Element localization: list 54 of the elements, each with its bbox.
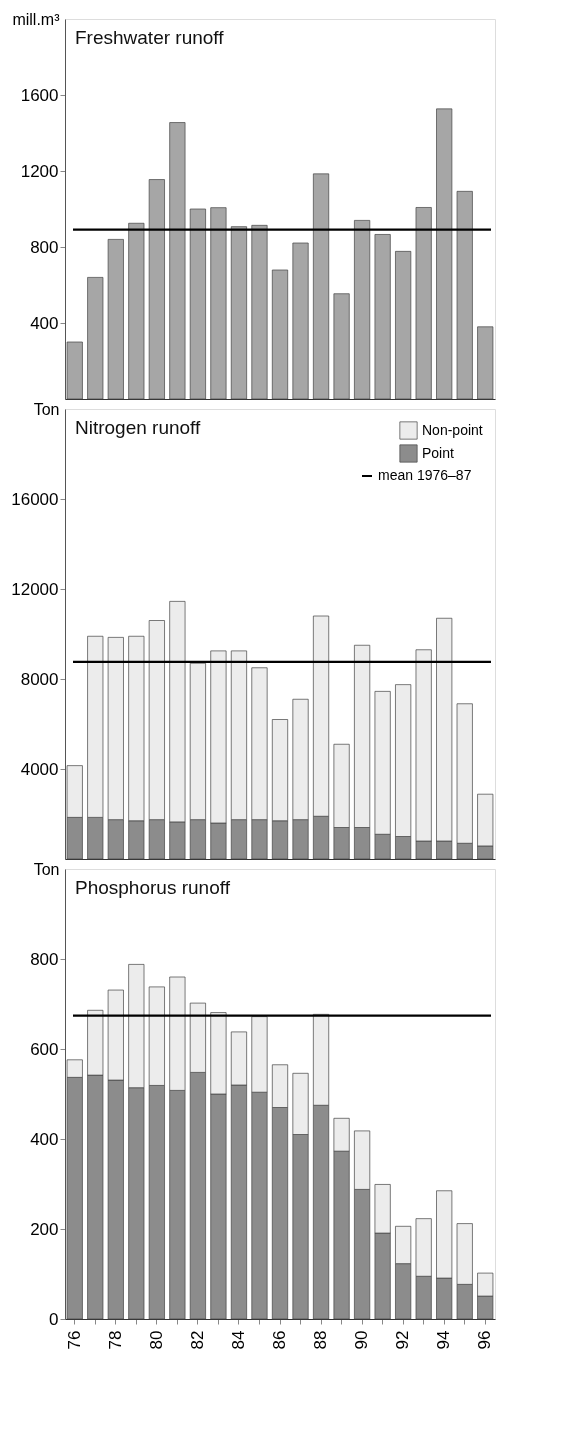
y-tick-label: 4000 — [20, 759, 59, 779]
bar — [333, 293, 350, 400]
bar — [374, 234, 391, 400]
x-tick-label: 80 — [146, 1330, 166, 1350]
legend-label: Point — [422, 444, 455, 461]
y-tick-label: 8000 — [20, 669, 59, 689]
x-tick-label: 90 — [352, 1330, 372, 1350]
bar — [210, 207, 227, 400]
bar — [271, 269, 289, 400]
x-tick-label: 86 — [270, 1330, 289, 1350]
x-tick-label: 94 — [434, 1330, 454, 1350]
bar — [292, 242, 309, 400]
y-tick-label: 12000 — [11, 579, 59, 599]
y-tick-label: 800 — [30, 949, 59, 969]
bar — [148, 179, 165, 400]
x-tick-label: 78 — [105, 1330, 125, 1350]
bar — [436, 108, 453, 400]
y-axis-title: Ton — [33, 400, 60, 418]
bar — [251, 224, 268, 400]
y-tick-label: 200 — [30, 1219, 59, 1239]
chart-title: Nitrogen runoff — [75, 417, 202, 438]
y-tick-label: 0 — [49, 1309, 59, 1329]
bar — [128, 222, 145, 400]
x-tick-label: 76 — [64, 1330, 84, 1350]
x-tick-label: 96 — [475, 1330, 495, 1350]
bar — [395, 251, 412, 400]
bar — [189, 208, 206, 400]
y-tick-label: 1200 — [20, 161, 59, 181]
y-tick-label: 400 — [30, 1129, 59, 1149]
bar — [415, 207, 432, 400]
y-axis-title: Ton — [33, 860, 60, 878]
bar — [354, 220, 371, 400]
legend-label: Non-point — [422, 421, 483, 438]
y-tick-label: 16000 — [11, 489, 59, 509]
y-tick-label: 800 — [30, 237, 59, 257]
y-tick-label: 1600 — [20, 85, 59, 105]
legend-label: mean 1976–87 — [378, 467, 472, 483]
chart-title: Phosphorus runoff — [75, 877, 231, 898]
y-tick-label: 600 — [30, 1039, 59, 1059]
bar — [169, 122, 186, 400]
x-tick-label: 92 — [393, 1330, 413, 1350]
y-tick-label: 400 — [30, 313, 59, 333]
bar — [87, 277, 104, 400]
bar — [107, 239, 124, 400]
bar — [230, 226, 247, 400]
bar — [456, 190, 473, 400]
x-tick-label: 82 — [187, 1330, 207, 1350]
y-axis-title: mill.m³ — [12, 10, 61, 28]
bar — [313, 173, 330, 400]
bar — [66, 341, 83, 400]
bar — [477, 326, 494, 400]
chart-title: Freshwater runoff — [75, 27, 225, 48]
x-tick-label: 88 — [311, 1330, 331, 1350]
x-tick-label: 84 — [228, 1330, 248, 1350]
